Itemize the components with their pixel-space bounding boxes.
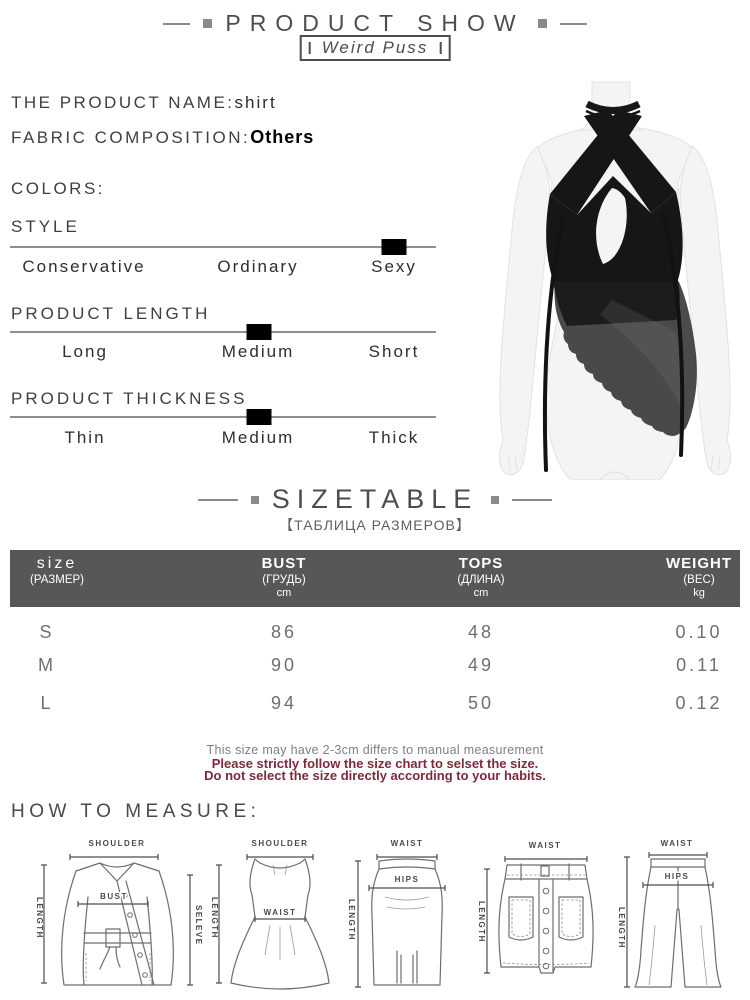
scale-line — [10, 331, 436, 333]
decoration-dash — [197, 498, 238, 501]
svg-text:BUST: BUST — [100, 892, 128, 901]
decoration-square — [250, 495, 259, 504]
svg-text:HIPS: HIPS — [665, 872, 690, 881]
fabric-value: Others — [250, 127, 315, 147]
selected-marker — [246, 409, 272, 425]
fabric-line: FABRIC COMPOSITION:Others — [11, 127, 314, 148]
jacket-diagram: SHOULDER LENGTH BUST SELEVE — [35, 839, 203, 986]
svg-text:WAIST: WAIST — [391, 839, 424, 848]
product-photo — [499, 81, 731, 480]
option-short: Short — [368, 342, 420, 361]
selected-marker — [246, 324, 272, 340]
scale-line — [10, 246, 436, 248]
sizetable-title: SIZETABLE — [271, 484, 479, 514]
option-long: Long — [62, 342, 108, 361]
dress-diagram: SHOULDER LENGTH WAIST — [210, 839, 330, 990]
svg-text:LENGTH: LENGTH — [210, 897, 219, 939]
svg-text:WAIST: WAIST — [264, 908, 297, 917]
svg-text:LENGTH: LENGTH — [347, 899, 356, 941]
decoration-dash — [512, 498, 553, 501]
svg-text:SHOULDER: SHOULDER — [89, 839, 146, 848]
page-title: PRODUCT SHOW — [225, 10, 525, 36]
table-row: L 94 50 0.12 — [40, 693, 723, 713]
option-medium: Medium — [221, 342, 295, 361]
attribute-label: PRODUCT LENGTH — [11, 304, 211, 323]
badge-tick — [308, 42, 311, 54]
sizetable-header: SIZETABLE — [0, 484, 750, 515]
product-name-value: shirt — [234, 93, 277, 112]
scale-line — [10, 416, 436, 418]
selected-marker — [381, 239, 407, 255]
halter-bodice — [546, 176, 683, 280]
option-thin: Thin — [64, 428, 106, 447]
pants-diagram: WAIST HIPS LENGTH — [617, 839, 722, 988]
mini-skirt-diagram: WAIST LENGTH — [477, 841, 594, 974]
mannequin-left-arm — [499, 145, 551, 476]
fabric-label: FABRIC COMPOSITION: — [11, 128, 251, 147]
svg-text:WAIST: WAIST — [529, 841, 562, 850]
option-sexy: Sexy — [371, 257, 417, 276]
product-name-label: THE PRODUCT NAME: — [11, 93, 235, 112]
size-table-header-row: size (РАЗМЕР) BUST (ГРУДЬ) cm TOPS (ДЛИН… — [10, 550, 740, 607]
size-note: This size may have 2-3cm differs to manu… — [206, 743, 544, 757]
decoration-square — [203, 19, 213, 28]
product-name-line: THE PRODUCT NAME:shirt — [11, 93, 277, 113]
svg-text:LENGTH: LENGTH — [477, 901, 486, 943]
column-header-bust: BUST (ГРУДЬ) cm — [261, 555, 307, 599]
decoration-square — [537, 19, 547, 28]
option-conservative: Conservative — [22, 257, 146, 276]
brand-name: Weird Puss — [321, 38, 429, 57]
sheer-hem — [554, 282, 697, 436]
hanging-strap — [542, 216, 565, 472]
column-header-size: size (РАЗМЕР) — [30, 555, 84, 586]
table-row: S 86 48 0.10 — [39, 622, 723, 642]
svg-text:WAIST: WAIST — [661, 839, 694, 848]
attribute-label: STYLE — [11, 217, 80, 236]
hanging-strap — [662, 214, 685, 457]
badge-tick — [439, 42, 442, 54]
how-to-measure-title: HOW TO MEASURE: — [11, 801, 261, 822]
choker-band — [585, 100, 641, 114]
option-thick: Thick — [368, 428, 420, 447]
svg-text:SELEVE: SELEVE — [194, 905, 203, 946]
mannequin-right-arm — [679, 145, 731, 476]
size-warning-2: Do not select the size directly accordin… — [204, 768, 546, 783]
svg-text:LENGTH: LENGTH — [35, 897, 44, 939]
option-medium: Medium — [221, 428, 295, 447]
svg-text:LENGTH: LENGTH — [617, 907, 626, 949]
svg-text:SHOULDER: SHOULDER — [252, 839, 309, 848]
option-ordinary: Ordinary — [217, 257, 299, 276]
decoration-dash — [559, 22, 587, 25]
column-header-weight: WEIGHT (ВЕС) kg — [666, 555, 732, 599]
table-row: M 90 49 0.11 — [38, 655, 722, 675]
column-header-tops: TOPS (ДЛИНА) cm — [457, 555, 505, 599]
colors-line: COLORS: — [11, 179, 105, 199]
page-header: PRODUCT SHOW — [0, 10, 750, 37]
sizetable-subtitle: 【ТАБЛИЦА РАЗМЕРОВ】 — [279, 517, 471, 533]
brand-badge: Weird Puss — [299, 35, 451, 61]
svg-text:HIPS: HIPS — [395, 875, 420, 884]
midi-skirt-diagram: WAIST HIPS LENGTH — [347, 839, 446, 988]
halter-cross-band — [550, 110, 642, 215]
decoration-dash — [163, 22, 191, 25]
decoration-square — [491, 495, 500, 504]
size-warning-1: Please strictly follow the size chart to… — [211, 756, 539, 771]
colors-label: COLORS: — [11, 179, 106, 198]
attribute-label: PRODUCT THICKNESS — [11, 389, 248, 408]
